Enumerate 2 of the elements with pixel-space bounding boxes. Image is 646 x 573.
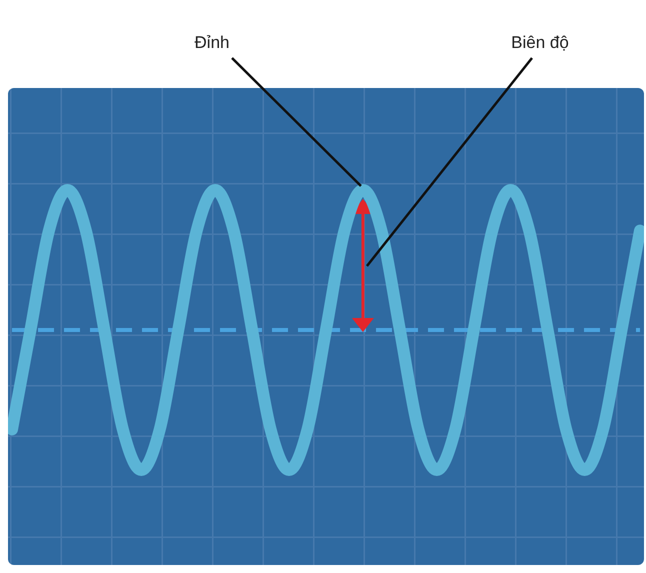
text: Đỉnh [194,33,230,52]
text: Biên độ [511,33,569,52]
